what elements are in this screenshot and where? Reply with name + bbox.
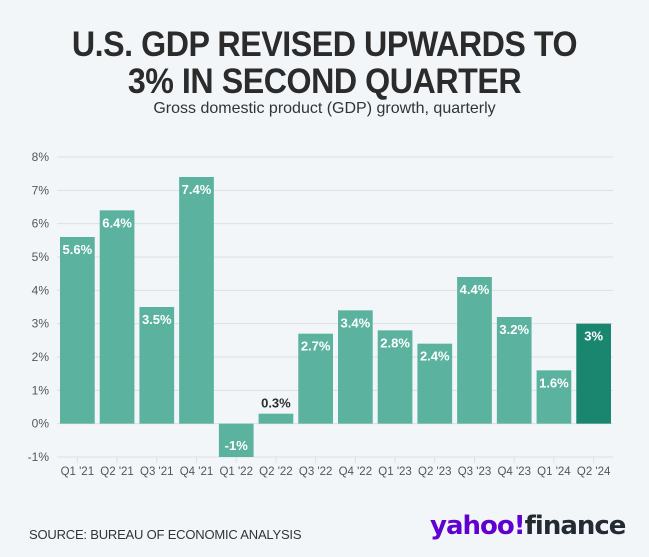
y-tick-label: 0% [32, 417, 50, 431]
bar [377, 330, 413, 424]
bar [99, 210, 135, 424]
bar [298, 333, 333, 424]
x-tick-label: Q3 '21 [140, 466, 174, 478]
x-tick-label: Q2 '21 [100, 466, 134, 478]
data-label: 3.4% [341, 315, 371, 330]
y-tick-label: 4% [32, 283, 50, 297]
x-tick-label: Q4 '22 [339, 466, 373, 478]
data-label: 7.4% [182, 182, 212, 197]
y-tick-label: 2% [32, 350, 50, 364]
chart-subtitle: Gross domestic product (GDP) growth, qua… [153, 100, 496, 117]
bar [60, 237, 95, 424]
y-tick-label: 3% [32, 317, 50, 331]
y-tick-label: 1% [32, 383, 50, 397]
data-label: -1% [225, 438, 249, 453]
logo-finance-text: finance [524, 511, 627, 541]
x-tick-label: Q3 '22 [299, 466, 333, 478]
data-label: 3% [584, 329, 603, 344]
bar [417, 343, 453, 424]
chart-title: U.S. GDP REVISED UPWARDS TO 3% IN SECOND… [26, 26, 623, 100]
data-label: 5.6% [63, 242, 93, 257]
x-tick-label: Q1 '24 [537, 466, 571, 478]
y-tick-label: 8% [32, 150, 50, 164]
x-tick-label: Q2 '23 [418, 466, 452, 478]
data-label: 6.4% [102, 215, 132, 230]
data-label: 3.5% [142, 312, 172, 327]
logo-bang-text: ! [513, 511, 526, 541]
data-label: 0.3% [261, 396, 291, 411]
bar [496, 317, 532, 424]
chart-title-line-2: 3% IN SECOND QUARTER [127, 62, 522, 101]
x-tick-label: Q4 '21 [180, 466, 214, 478]
bar [218, 423, 254, 457]
bar [457, 277, 492, 424]
x-tick-label: Q1 '22 [219, 466, 253, 478]
chart-title-line-1: U.S. GDP REVISED UPWARDS TO [71, 25, 578, 64]
source-note: SOURCE: BUREAU OF ECONOMIC ANALYSIS [29, 527, 302, 542]
bar [258, 413, 294, 424]
x-tick-label: Q1 '23 [378, 466, 412, 478]
bar [576, 323, 611, 424]
data-label: 2.7% [301, 339, 331, 354]
y-tick-label: 7% [32, 183, 50, 197]
y-tick-label: 6% [32, 217, 50, 231]
yahoo-finance-logo: yahoo!finance [430, 511, 627, 541]
data-label: 2.4% [420, 349, 450, 364]
logo-yahoo-text: yahoo [430, 511, 515, 541]
y-tick-label: -1% [28, 450, 50, 464]
x-tick-label: Q3 '23 [458, 466, 492, 478]
x-tick-label: Q2 '24 [577, 466, 611, 478]
x-tick-label: Q2 '22 [259, 466, 293, 478]
bar [338, 310, 373, 424]
x-tick-label: Q1 '21 [61, 466, 95, 478]
bar [179, 177, 214, 424]
data-label: 1.6% [539, 375, 569, 390]
bar [536, 370, 572, 424]
x-tick-label: Q4 '23 [497, 466, 531, 478]
data-label: 2.8% [380, 335, 410, 350]
y-tick-label: 5% [32, 250, 50, 264]
bar [139, 307, 175, 424]
data-label: 4.4% [460, 282, 490, 297]
data-label: 3.2% [499, 322, 529, 337]
